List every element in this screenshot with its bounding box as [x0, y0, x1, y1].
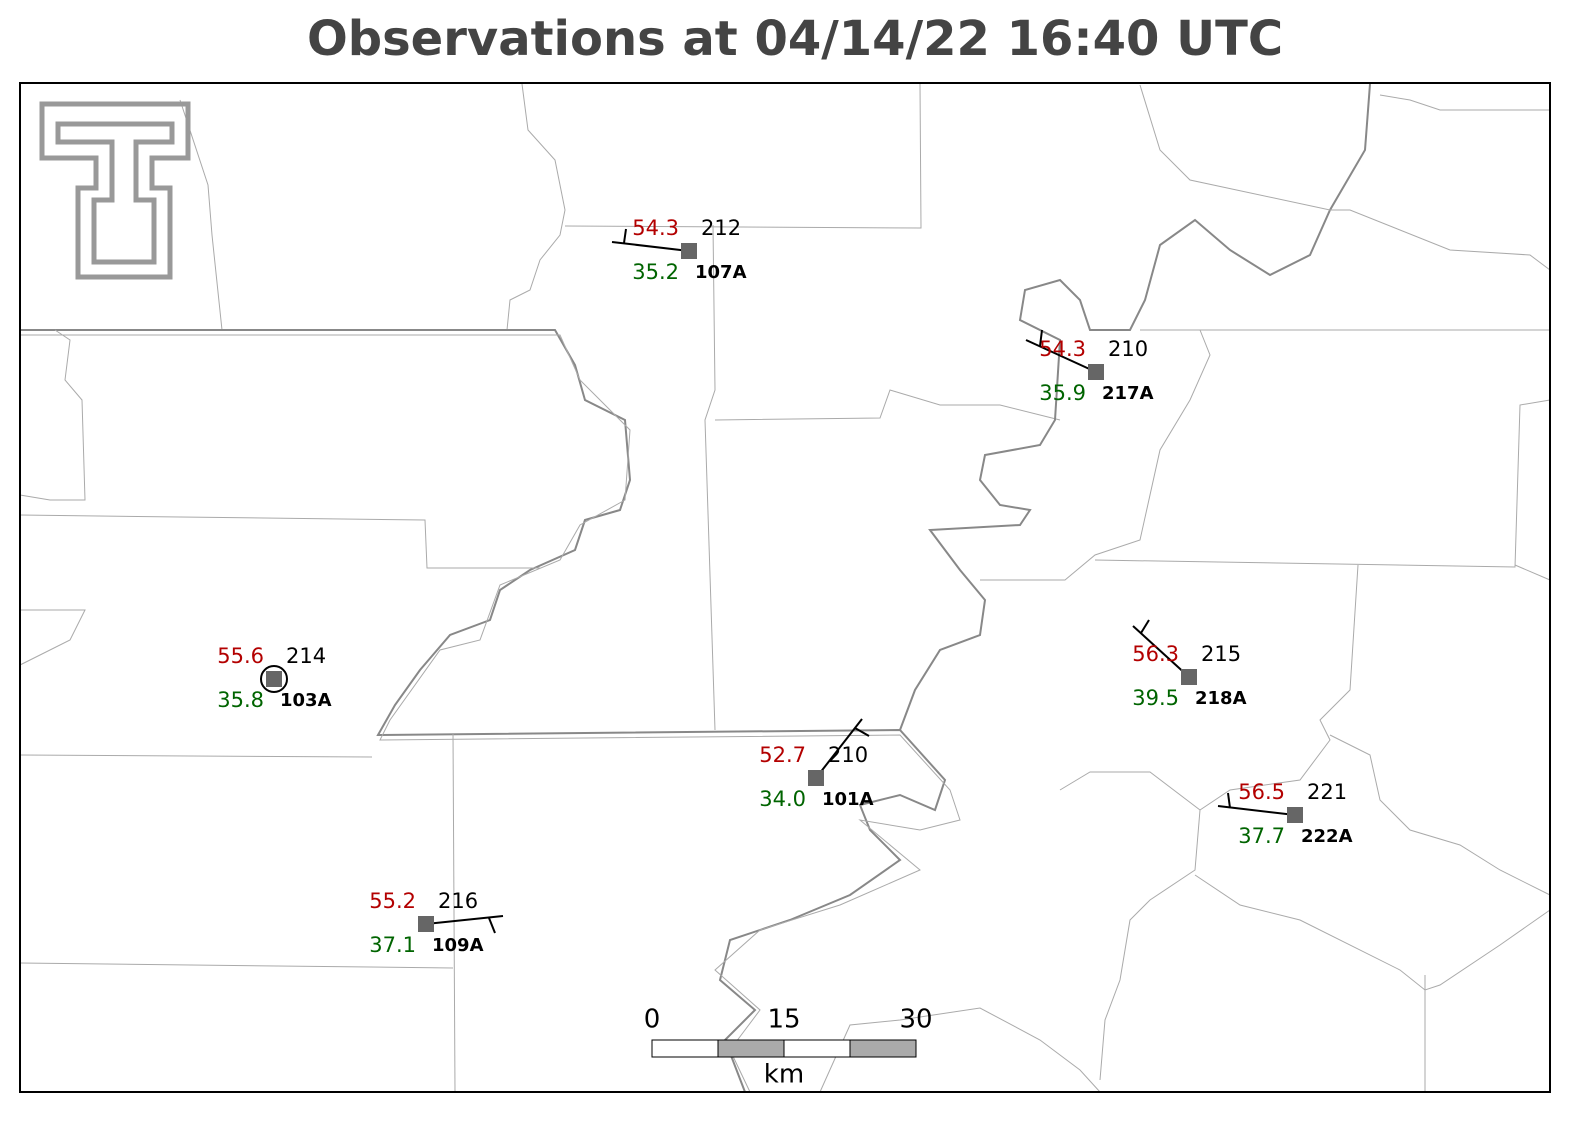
wind-barb — [1227, 792, 1231, 809]
pressure: 216 — [438, 889, 478, 913]
wind-barb — [1140, 619, 1150, 634]
station: 56.5 221 37.7 222A — [1217, 780, 1353, 848]
station-marker — [1088, 364, 1104, 380]
boundaries — [19, 83, 1551, 1093]
station-marker — [1287, 807, 1303, 823]
scale-segment — [849, 1039, 917, 1058]
scale-tick-label: 0 — [644, 1005, 661, 1035]
station-id: 109A — [432, 935, 484, 956]
scale-tick-label: 30 — [899, 1005, 932, 1035]
scale-segment — [783, 1039, 851, 1058]
wind-barb — [623, 228, 627, 244]
wind-shaft — [425, 915, 504, 925]
pressure: 214 — [286, 644, 326, 668]
temperature: 54.3 — [1039, 337, 1086, 361]
temperature: 56.5 — [1238, 780, 1285, 804]
dewpoint: 39.5 — [1132, 686, 1179, 710]
station: 55.2 216 37.1 109A — [369, 889, 504, 957]
station-marker — [266, 671, 282, 687]
station-id: 222A — [1301, 826, 1353, 847]
temperature: 52.7 — [759, 743, 806, 767]
dewpoint: 34.0 — [759, 787, 806, 811]
wind-shaft — [611, 241, 690, 252]
pressure: 210 — [1108, 337, 1148, 361]
station-id: 101A — [822, 789, 874, 810]
scale-bar: 0 15 30 km — [644, 1005, 933, 1090]
dewpoint: 37.7 — [1238, 824, 1285, 848]
temperature: 55.6 — [217, 644, 264, 668]
station: 55.6 214 35.8 103A — [217, 644, 331, 712]
pressure: 215 — [1201, 642, 1241, 666]
dewpoint: 37.1 — [369, 933, 416, 957]
scale-segment — [717, 1039, 785, 1058]
station-marker — [681, 243, 697, 259]
station-marker — [808, 770, 824, 786]
wind-barb — [488, 917, 496, 934]
map-frame — [19, 82, 1551, 1093]
ttu-logo — [39, 101, 191, 280]
wind-shaft — [1132, 625, 1190, 678]
temperature: 54.3 — [632, 216, 679, 240]
station-id: 218A — [1195, 688, 1247, 709]
station: 52.7 210 34.0 101A — [759, 718, 874, 811]
scale-segment — [651, 1039, 719, 1058]
dewpoint: 35.2 — [632, 260, 679, 284]
station: 54.3 210 35.9 217A — [1025, 329, 1154, 405]
station: 54.3 212 35.2 107A — [611, 216, 747, 284]
wind-shaft — [815, 718, 863, 779]
station-id: 103A — [280, 690, 332, 711]
calm-circle — [260, 665, 288, 693]
station-id: 217A — [1102, 383, 1154, 404]
scale-unit: km — [764, 1060, 804, 1090]
wind-shaft — [1025, 339, 1097, 373]
temperature: 56.3 — [1132, 642, 1179, 666]
wind-barb — [854, 727, 870, 737]
title: Observations at 04/14/22 16:40 UTC — [307, 11, 1283, 67]
station-marker — [418, 916, 434, 932]
wind-barb — [1039, 329, 1043, 347]
station-marker — [1181, 669, 1197, 685]
temperature: 55.2 — [369, 889, 416, 913]
station: 56.3 215 39.5 218A — [1132, 619, 1247, 710]
pressure: 221 — [1307, 780, 1347, 804]
pressure: 210 — [828, 743, 868, 767]
station-id: 107A — [695, 262, 747, 283]
scale-tick-label: 15 — [767, 1005, 800, 1035]
pressure: 212 — [701, 216, 741, 240]
dewpoint: 35.9 — [1039, 381, 1086, 405]
dewpoint: 35.8 — [217, 688, 264, 712]
